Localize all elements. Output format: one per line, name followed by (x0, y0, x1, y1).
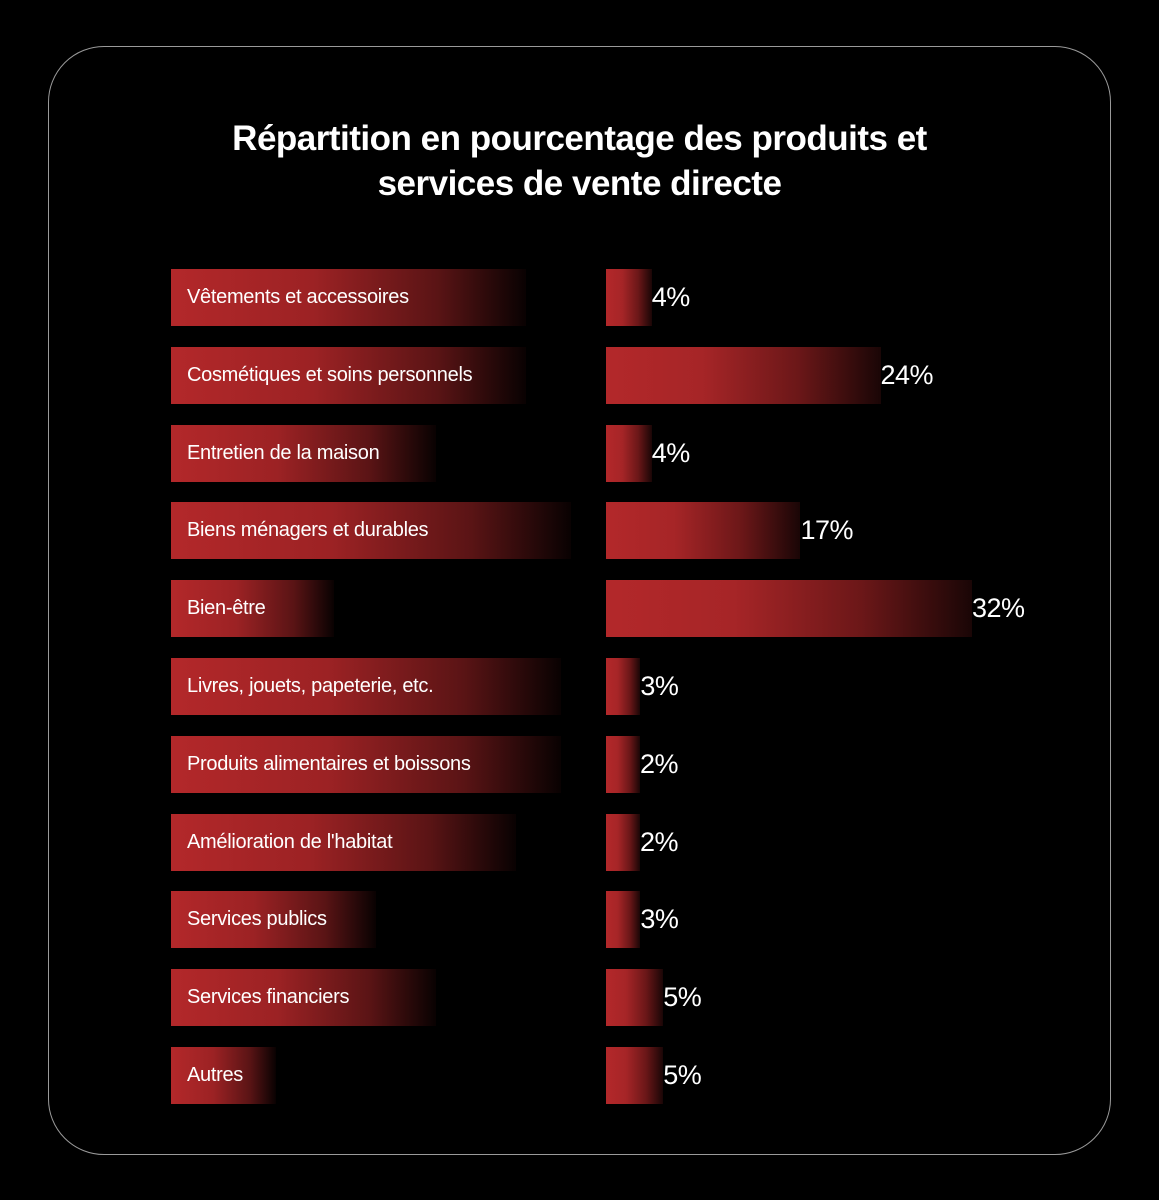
bar (606, 891, 641, 949)
category-label: Amélioration de l'habitat (171, 813, 516, 871)
value-label: 2% (640, 748, 679, 779)
value-label: 24% (880, 359, 934, 390)
bar-row: Livres, jouets, papeterie, etc. 3% (0, 658, 1159, 715)
category-label: Cosmétiques et soins personnels (171, 346, 526, 404)
bar-row: Biens ménagers et durables 17% (0, 502, 1159, 560)
category-label: Produits alimentaires et boissons (171, 735, 561, 793)
bar-row: Amélioration de l'habitat 2% (0, 813, 1159, 871)
bar (606, 580, 972, 638)
bar (606, 969, 664, 1027)
category-label: Livres, jouets, papeterie, etc. (171, 658, 561, 715)
value-label: 2% (640, 826, 679, 857)
bar-row: Services publics 3% (0, 891, 1159, 949)
bar (606, 658, 641, 715)
chart-card-frame (48, 46, 1111, 1155)
bar (606, 502, 801, 560)
value-label: 4% (651, 282, 691, 312)
value-label: 5% (663, 982, 702, 1013)
bar-row: Autres 5% (0, 1047, 1159, 1104)
bar (606, 269, 652, 326)
category-label: Services publics (171, 891, 376, 949)
bar-row: Vêtements et accessoires 4% (0, 269, 1159, 326)
bar (606, 735, 640, 793)
bar (606, 346, 881, 404)
bar (606, 424, 652, 482)
value-label: 17% (800, 515, 853, 546)
chart-title-line-1: Répartition en pourcentage des produits … (232, 119, 927, 158)
value-label: 5% (663, 1060, 702, 1090)
value-label: 3% (640, 904, 679, 935)
bar-row: Cosmétiques et soins personnels 24% (0, 346, 1159, 404)
category-label: Autres (171, 1047, 276, 1104)
category-label: Biens ménagers et durables (171, 502, 571, 560)
bar-row: Produits alimentaires et boissons 2% (0, 735, 1159, 793)
chart-title-line-2: services de vente directe (377, 164, 782, 203)
bar (606, 813, 640, 871)
category-label: Services financiers (171, 969, 436, 1027)
category-label: Bien-être (171, 580, 334, 638)
value-label: 32% (972, 593, 1025, 624)
chart-title: Répartition en pourcentage des produits … (0, 116, 1159, 206)
value-label: 4% (651, 437, 691, 468)
category-label: Entretien de la maison (171, 424, 436, 482)
bar-row: Bien-être 32% (0, 580, 1159, 638)
bar-row: Services financiers 5% (0, 969, 1159, 1027)
value-label: 3% (640, 671, 679, 701)
category-label: Vêtements et accessoires (171, 269, 526, 326)
bar-row: Entretien de la maison 4% (0, 424, 1159, 482)
bar (606, 1047, 664, 1104)
